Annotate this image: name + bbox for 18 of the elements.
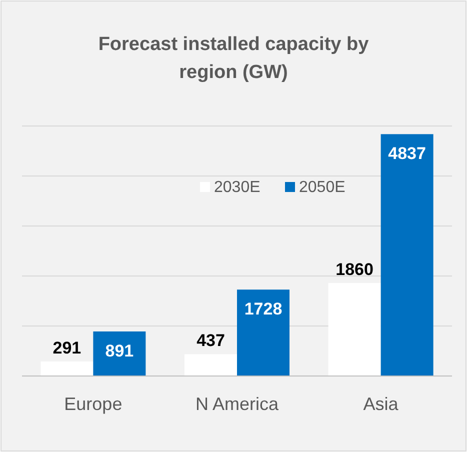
x-tick-label: N America [195,394,280,414]
bar [237,290,290,376]
x-tick-label: Asia [363,394,400,414]
bar [380,134,434,376]
x-tick-label: Europe [64,394,122,414]
bar [184,354,237,376]
bar [40,361,94,376]
data-label: 291 [52,338,82,358]
bar [328,283,381,376]
data-label: 1860 [336,260,374,279]
data-label: 1728 [244,300,282,319]
bar [93,331,146,376]
legend-label: 2050E [299,179,346,196]
chart-title: Forecast installed capacity by region (GW) [98,34,370,83]
legend-label: 2030E [214,179,260,196]
data-label: 891 [105,341,134,360]
data-label: 437 [196,331,225,350]
data-label: 4837 [388,144,426,164]
